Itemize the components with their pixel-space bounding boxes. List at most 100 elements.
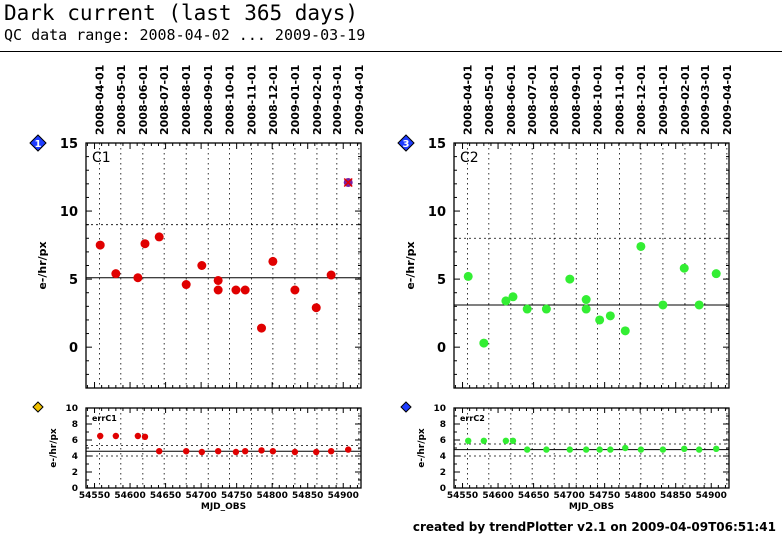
data-point bbox=[111, 269, 121, 279]
data-point bbox=[241, 448, 249, 455]
date-tick-label: 2008-06-01 bbox=[505, 65, 518, 135]
data-point bbox=[711, 269, 721, 279]
data-point bbox=[541, 304, 551, 314]
data-point bbox=[581, 304, 591, 314]
plot-frame bbox=[85, 142, 362, 389]
x-tick-label: 54550 bbox=[79, 491, 110, 501]
data-point bbox=[565, 274, 575, 284]
y-tick-label: 2 bbox=[72, 468, 78, 478]
data-point bbox=[291, 448, 299, 456]
panel-badge-number: 3 bbox=[403, 139, 410, 150]
data-point bbox=[620, 326, 630, 336]
data-point bbox=[155, 448, 163, 455]
y-tick-label: 8 bbox=[440, 420, 446, 430]
panel-label: errC2 bbox=[460, 414, 485, 423]
data-point bbox=[258, 447, 265, 454]
data-point bbox=[582, 446, 590, 453]
date-tick-label: 2008-11-01 bbox=[614, 65, 627, 135]
x-tick-label: 54900 bbox=[696, 491, 727, 501]
x-axis-label: MJD_OBS bbox=[569, 502, 614, 512]
y-tick-label: 2 bbox=[440, 468, 446, 478]
data-point bbox=[694, 300, 704, 310]
date-tick-label: 2008-04-01 bbox=[462, 65, 475, 135]
y-axis-label: e-/hr/px bbox=[36, 241, 49, 289]
data-point bbox=[311, 303, 321, 313]
data-point bbox=[543, 446, 550, 453]
data-point bbox=[197, 261, 207, 270]
outlier-mark bbox=[343, 177, 353, 188]
data-range-subtitle: QC data range: 2008-04-02 ... 2009-03-19 bbox=[4, 26, 366, 44]
panel-badge-icon bbox=[400, 401, 412, 413]
date-tick-label: 2008-09-01 bbox=[570, 65, 583, 135]
data-point bbox=[522, 304, 532, 314]
data-point bbox=[133, 273, 143, 283]
y-tick-label: 10 bbox=[60, 205, 78, 220]
panel-label: C2 bbox=[460, 150, 479, 166]
x-tick-label: 54650 bbox=[150, 491, 181, 501]
date-tick-label: 2008-09-01 bbox=[202, 65, 215, 135]
y-tick-label: 8 bbox=[72, 420, 78, 430]
data-point bbox=[463, 271, 473, 281]
data-point bbox=[713, 445, 720, 452]
date-tick-label: 2009-03-01 bbox=[331, 65, 344, 135]
plot-frame bbox=[453, 407, 730, 489]
data-point bbox=[257, 323, 267, 333]
data-point bbox=[681, 445, 688, 452]
data-point bbox=[607, 446, 614, 453]
data-point bbox=[232, 448, 240, 456]
y-tick-label: 6 bbox=[440, 436, 446, 446]
data-point bbox=[596, 446, 603, 453]
data-point bbox=[501, 296, 511, 306]
data-point bbox=[581, 295, 591, 305]
data-point bbox=[181, 280, 191, 290]
date-tick-label: 2008-08-01 bbox=[548, 65, 561, 135]
x-tick-label: 54800 bbox=[625, 491, 656, 501]
data-point bbox=[140, 239, 150, 249]
data-point bbox=[509, 437, 517, 444]
y-tick-label: 15 bbox=[60, 137, 78, 152]
data-point bbox=[290, 285, 300, 295]
data-point bbox=[313, 448, 320, 456]
x-tick-label: 54750 bbox=[221, 491, 252, 501]
data-point bbox=[112, 432, 120, 440]
date-tick-label: 2008-05-01 bbox=[483, 65, 496, 135]
data-point bbox=[182, 448, 190, 455]
panel-badge-icon bbox=[397, 134, 415, 152]
data-point bbox=[508, 292, 518, 302]
x-tick-label: 54700 bbox=[185, 491, 216, 501]
data-point bbox=[658, 300, 668, 310]
data-point bbox=[198, 448, 206, 456]
data-point bbox=[95, 240, 105, 250]
date-tick-label: 2008-05-01 bbox=[115, 65, 128, 135]
panel-badge-number: 1 bbox=[35, 139, 42, 150]
y-axis-label: e-/hr/px bbox=[49, 428, 59, 468]
x-tick-label: 54550 bbox=[447, 491, 478, 501]
data-point bbox=[268, 256, 278, 266]
date-tick-label: 2009-03-01 bbox=[699, 65, 712, 135]
y-tick-label: 6 bbox=[72, 436, 78, 446]
data-point bbox=[480, 437, 488, 444]
data-point bbox=[231, 285, 241, 295]
data-point bbox=[679, 263, 689, 273]
data-point bbox=[566, 446, 574, 453]
date-tick-label: 2008-10-01 bbox=[224, 65, 237, 135]
data-point bbox=[637, 446, 645, 453]
x-tick-label: 54750 bbox=[589, 491, 620, 501]
data-point bbox=[240, 285, 250, 295]
panel-badge-icon bbox=[29, 134, 47, 152]
data-point bbox=[595, 315, 605, 325]
date-tick-label: 2008-10-01 bbox=[592, 65, 605, 135]
y-tick-label: 10 bbox=[65, 404, 78, 414]
data-point bbox=[269, 448, 277, 455]
y-tick-label: 4 bbox=[440, 452, 446, 462]
y-tick-label: 0 bbox=[440, 484, 446, 494]
date-tick-label: 2008-12-01 bbox=[267, 65, 280, 135]
y-tick-label: 5 bbox=[69, 273, 78, 288]
date-tick-label: 2009-01-01 bbox=[657, 65, 670, 135]
data-point bbox=[605, 311, 615, 321]
y-axis-label: e-/hr/px bbox=[404, 241, 417, 289]
data-point bbox=[465, 437, 472, 444]
data-point bbox=[213, 275, 223, 285]
y-tick-label: 0 bbox=[72, 484, 78, 494]
